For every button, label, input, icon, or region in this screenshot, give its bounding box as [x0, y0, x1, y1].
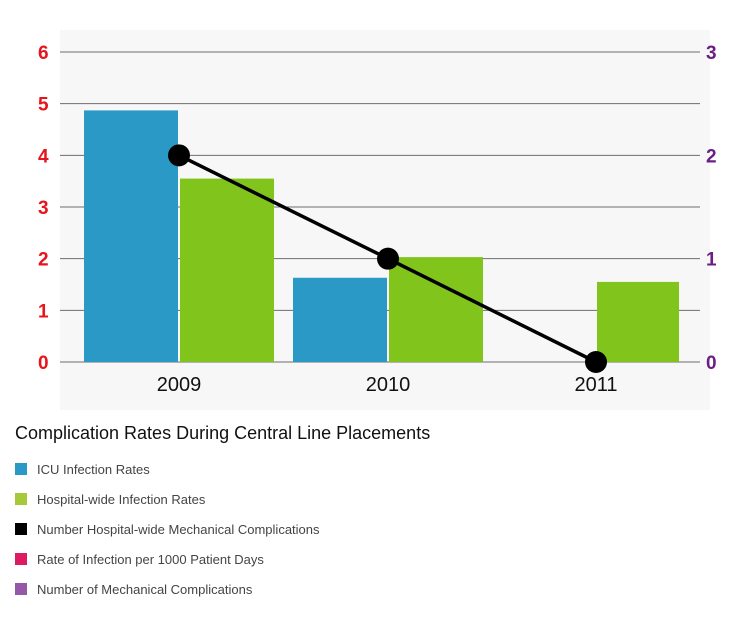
x-tick-label: 2010 — [366, 374, 411, 396]
legend-label: Number of Mechanical Complications — [37, 581, 253, 597]
right-axis-tick: 2 — [706, 146, 717, 167]
legend-item-hospital-mechanical[interactable]: Number Hospital-wide Mechanical Complica… — [15, 514, 320, 544]
legend-label: Number Hospital-wide Mechanical Complica… — [37, 521, 320, 537]
legend-item-hospital-infection[interactable]: Hospital-wide Infection Rates — [15, 484, 320, 514]
legend-swatch — [15, 553, 27, 565]
legend-swatch — [15, 463, 27, 475]
legend: ICU Infection Rates Hospital-wide Infect… — [15, 454, 320, 604]
left-axis-tick: 6 — [38, 43, 49, 64]
legend-item-icu-infection[interactable]: ICU Infection Rates — [15, 454, 320, 484]
point-2009 — [168, 144, 190, 167]
legend-label: Rate of Infection per 1000 Patient Days — [37, 551, 264, 567]
bars — [84, 110, 679, 362]
right-axis-tick: 0 — [706, 353, 717, 374]
chart: 0 1 2 3 4 5 6 0 1 2 3 2009 2010 2011 — [38, 43, 717, 396]
bar-hospital-wide-infection-rates-2009 — [180, 178, 274, 362]
left-axis-tick: 1 — [38, 301, 49, 322]
left-axis-tick: 3 — [38, 198, 49, 219]
bar-icu-infection-rates-2009 — [84, 110, 178, 362]
point-2011 — [585, 351, 607, 373]
bar-hospital-wide-infection-rates-2010 — [389, 257, 483, 362]
legend-label: ICU Infection Rates — [37, 461, 150, 477]
chart-title: Complication Rates During Central Line P… — [15, 423, 431, 443]
legend-item-infection-per-1000[interactable]: Rate of Infection per 1000 Patient Days — [15, 544, 320, 574]
x-tick-label: 2009 — [157, 374, 202, 396]
right-axis-tick: 1 — [706, 250, 717, 271]
legend-swatch — [15, 583, 27, 595]
right-axis-tick: 3 — [706, 43, 717, 64]
left-axis-tick: 5 — [38, 95, 49, 116]
legend-swatch — [15, 523, 27, 535]
axes: 0 1 2 3 4 5 6 0 1 2 3 2009 2010 2011 — [38, 43, 717, 396]
left-axis-tick: 2 — [38, 250, 49, 271]
x-tick-label: 2011 — [574, 374, 617, 396]
bar-icu-infection-rates-2010 — [293, 277, 387, 362]
legend-label: Hospital-wide Infection Rates — [37, 491, 206, 507]
line-series — [168, 144, 607, 373]
legend-swatch — [15, 493, 27, 505]
legend-item-mechanical-complications[interactable]: Number of Mechanical Complications — [15, 574, 320, 604]
point-2010 — [377, 247, 399, 270]
left-axis-tick: 0 — [38, 353, 49, 374]
bar-hospital-wide-infection-rates-2011 — [597, 281, 679, 362]
left-axis-tick: 4 — [38, 146, 49, 167]
